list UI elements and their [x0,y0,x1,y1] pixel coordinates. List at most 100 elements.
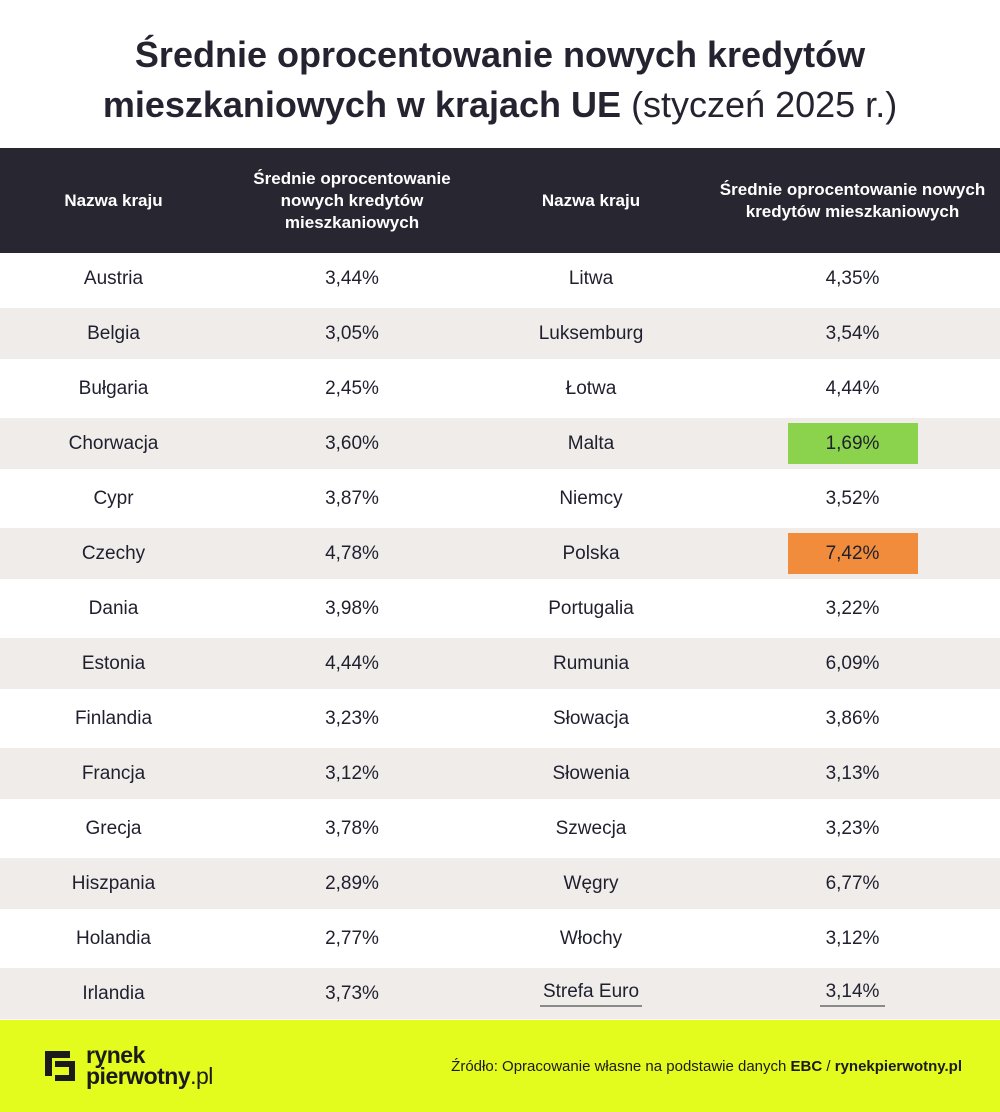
rate-value: 3,23% [825,818,880,839]
rate-value: 3,22% [825,598,880,619]
rate-value: 3,52% [825,488,880,509]
logo-line-2: pierwotny.pl [86,1063,213,1089]
table-row: Bułgaria 2,45% Łotwa 4,44% [0,363,1000,414]
cell-country-right: Węgry [563,872,619,894]
cell-rate-left: 3,98% [325,597,379,619]
logo-line-1: rynek [86,1042,145,1068]
rate-value: 3,12% [825,928,880,949]
logo-tld: .pl [190,1063,213,1089]
cell-country-right: Łotwa [565,377,617,399]
cell-rate-right: 3,52% [705,478,1000,519]
table-row: Austria 3,44% Litwa 4,35% [0,253,1000,304]
cell-rate-left: 3,60% [325,432,379,454]
table-body: Austria 3,44% Litwa 4,35% Belgia 3,05% Luksemb… [0,253,1000,1019]
cell-country-right: Malta [567,432,615,454]
cell-rate-left: 2,45% [325,377,379,399]
cell-rate-left: 3,87% [325,487,379,509]
cell-country-left: Irlandia [82,982,145,1004]
cell-country-left: Hiszpania [71,872,156,894]
title-line-1: Średnie oprocentowanie nowych kredytów [134,34,866,75]
cell-rate-right: 4,35% [705,258,1000,299]
cell-country-left: Bułgaria [78,377,149,399]
cell-rate-right: 3,54% [705,313,1000,354]
cell-country-right: Niemcy [559,487,623,509]
cell-country-right: Luksemburg [538,322,644,344]
cell-country-right: Portugalia [548,597,634,619]
header-rate-left: Średnie oprocentowanie nowych kredytów m… [253,168,451,232]
cell-rate-right: 3,22% [705,588,1000,629]
cell-rate-left: 3,05% [325,322,379,344]
source-note: Źródło: Opracowanie własne na podstawie … [451,1058,962,1075]
cell-rate-right: 7,42% [705,533,1000,574]
title-date: (styczeń 2025 r.) [631,84,898,125]
header-rate-right: Średnie oprocentowanie nowych kredytów m… [719,179,986,221]
country-name: Strefa Euro [539,981,643,1007]
cell-rate-left: 3,73% [325,982,379,1004]
footer: rynek pierwotny.pl Źródło: Opracowanie w… [0,1020,1000,1112]
rate-value: 4,35% [825,268,880,289]
table-row: Grecja 3,78% Szwecja 3,23% [0,803,1000,854]
cell-country-left: Czechy [81,542,146,564]
rate-value: 3,86% [825,708,880,729]
rate-value: 4,44% [825,378,880,399]
table-header: Nazwa kraju Średnie oprocentowanie nowyc… [0,148,1000,253]
header-country-right: Nazwa kraju [541,190,641,210]
cell-rate-left: 2,89% [325,872,379,894]
table-row: Hiszpania 2,89% Węgry 6,77% [0,858,1000,909]
cell-country-right: Polska [562,542,620,564]
cell-rate-right: 3,23% [705,808,1000,849]
rate-value: 1,69% [787,423,918,464]
cell-rate-right: 6,09% [705,643,1000,684]
cell-country-left: Finlandia [74,707,153,729]
logo: rynek pierwotny.pl [42,1042,213,1089]
cell-rate-right: 4,44% [705,368,1000,409]
logo-mark-icon [45,1051,75,1081]
table-row: Chorwacja 3,60% Malta 1,69% [0,418,1000,469]
table-row: Czechy 4,78% Polska 7,42% [0,528,1000,579]
cell-country-right: Litwa [568,267,614,289]
cell-country-right: Szwecja [555,817,627,839]
cell-rate-left: 4,44% [325,652,379,674]
cell-rate-left: 3,78% [325,817,379,839]
table-row: Finlandia 3,23% Słowacja 3,86% [0,693,1000,744]
cell-rate-right: 3,14% [705,981,1000,1007]
cell-country-left: Holandia [76,927,151,949]
cell-rate-left: 3,44% [325,267,379,289]
cell-rate-left: 3,23% [325,707,379,729]
title-line-2-bold: mieszkaniowych w krajach UE [102,84,622,125]
page-title: Średnie oprocentowanie nowych kredytów m… [0,0,1000,148]
cell-country-left: Belgia [87,322,140,344]
source-site: rynekpierwotny.pl [834,1057,962,1075]
table-row: Dania 3,98% Portugalia 3,22% [0,583,1000,634]
cell-country-right: Włochy [559,927,623,949]
cell-country-left: Grecja [85,817,142,839]
title-line-2: mieszkaniowych w krajach UE (styczeń 202… [0,80,1000,130]
source-sep: / [822,1057,835,1075]
rate-value: 6,09% [825,653,880,674]
rate-value: 3,14% [819,981,886,1007]
cell-rate-left: 3,12% [325,762,379,784]
cell-country-right: Rumunia [552,652,630,674]
cell-rate-right: 3,86% [705,698,1000,739]
rate-value: 6,77% [825,873,880,894]
cell-rate-left: 4,78% [325,542,379,564]
cell-country-left: Estonia [81,652,146,674]
header-country-left: Nazwa kraju [64,190,163,210]
cell-country-left: Dania [88,597,139,619]
cell-country-left: Francja [81,762,146,784]
rate-value: 7,42% [787,533,918,574]
cell-country-right: Słowenia [552,762,630,784]
cell-rate-right: 1,69% [705,423,1000,464]
table-row: Holandia 2,77% Włochy 3,12% [0,913,1000,964]
table-row: Belgia 3,05% Luksemburg 3,54% [0,308,1000,359]
logo-word: pierwotny [86,1063,191,1089]
source-prefix: Źródło: Opracowanie własne na podstawie … [451,1057,791,1075]
cell-country-left: Austria [83,267,144,289]
rate-value: 3,54% [825,323,880,344]
cell-country-left: Chorwacja [68,432,159,454]
table-row: Cypr 3,87% Niemcy 3,52% [0,473,1000,524]
cell-rate-right: 3,12% [705,918,1000,959]
source-ebc: EBC [790,1057,823,1075]
cell-rate-right: 3,13% [705,753,1000,794]
cell-country-left: Cypr [93,487,134,509]
